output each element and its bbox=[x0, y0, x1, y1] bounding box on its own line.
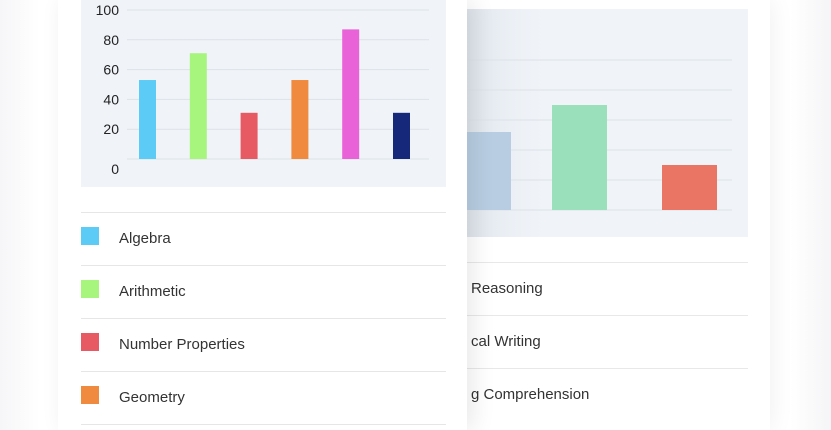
bar bbox=[240, 112, 258, 159]
bar bbox=[189, 53, 207, 159]
back-legend-label: cal Writing bbox=[471, 333, 541, 350]
bar bbox=[466, 132, 511, 210]
bar bbox=[662, 165, 717, 210]
divider bbox=[81, 424, 446, 425]
bar bbox=[139, 80, 156, 159]
bar bbox=[291, 80, 309, 159]
legend-label: Algebra bbox=[119, 230, 171, 247]
back-legend-item: Reasoning bbox=[440, 262, 748, 315]
y-tick-label: 100 bbox=[96, 2, 120, 18]
back-legend-label: Reasoning bbox=[471, 280, 543, 297]
legend-item-number-properties: Number Properties bbox=[81, 318, 446, 372]
bar bbox=[393, 112, 410, 159]
back-legend-label: g Comprehension bbox=[471, 386, 590, 403]
back-chart-svg bbox=[466, 9, 732, 237]
y-tick-label: 0 bbox=[111, 161, 119, 177]
y-tick-label: 20 bbox=[103, 121, 119, 137]
legend-item-algebra: Algebra bbox=[81, 212, 446, 266]
legend-label: Geometry bbox=[119, 389, 185, 406]
legend-swatch bbox=[81, 227, 99, 245]
legend-label: Arithmetic bbox=[119, 283, 186, 300]
front-chart: 0 20 40 60 80 100 bbox=[81, 0, 446, 187]
legend-swatch bbox=[81, 333, 99, 351]
legend-label: Number Properties bbox=[119, 336, 245, 353]
back-chart bbox=[466, 9, 748, 237]
legend-swatch bbox=[81, 386, 99, 404]
y-tick-label: 60 bbox=[103, 62, 119, 78]
y-tick-label: 40 bbox=[103, 91, 119, 107]
bar bbox=[552, 105, 607, 210]
front-chart-svg: 0 20 40 60 80 100 bbox=[96, 2, 429, 177]
legend-item-arithmetic: Arithmetic bbox=[81, 265, 446, 319]
legend-item-geometry: Geometry bbox=[81, 371, 446, 425]
legend-swatch bbox=[81, 280, 99, 298]
bar bbox=[342, 29, 360, 160]
y-tick-label: 80 bbox=[103, 32, 119, 48]
back-legend-item: cal Writing bbox=[440, 315, 748, 368]
back-legend-item: g Comprehension bbox=[440, 368, 748, 421]
